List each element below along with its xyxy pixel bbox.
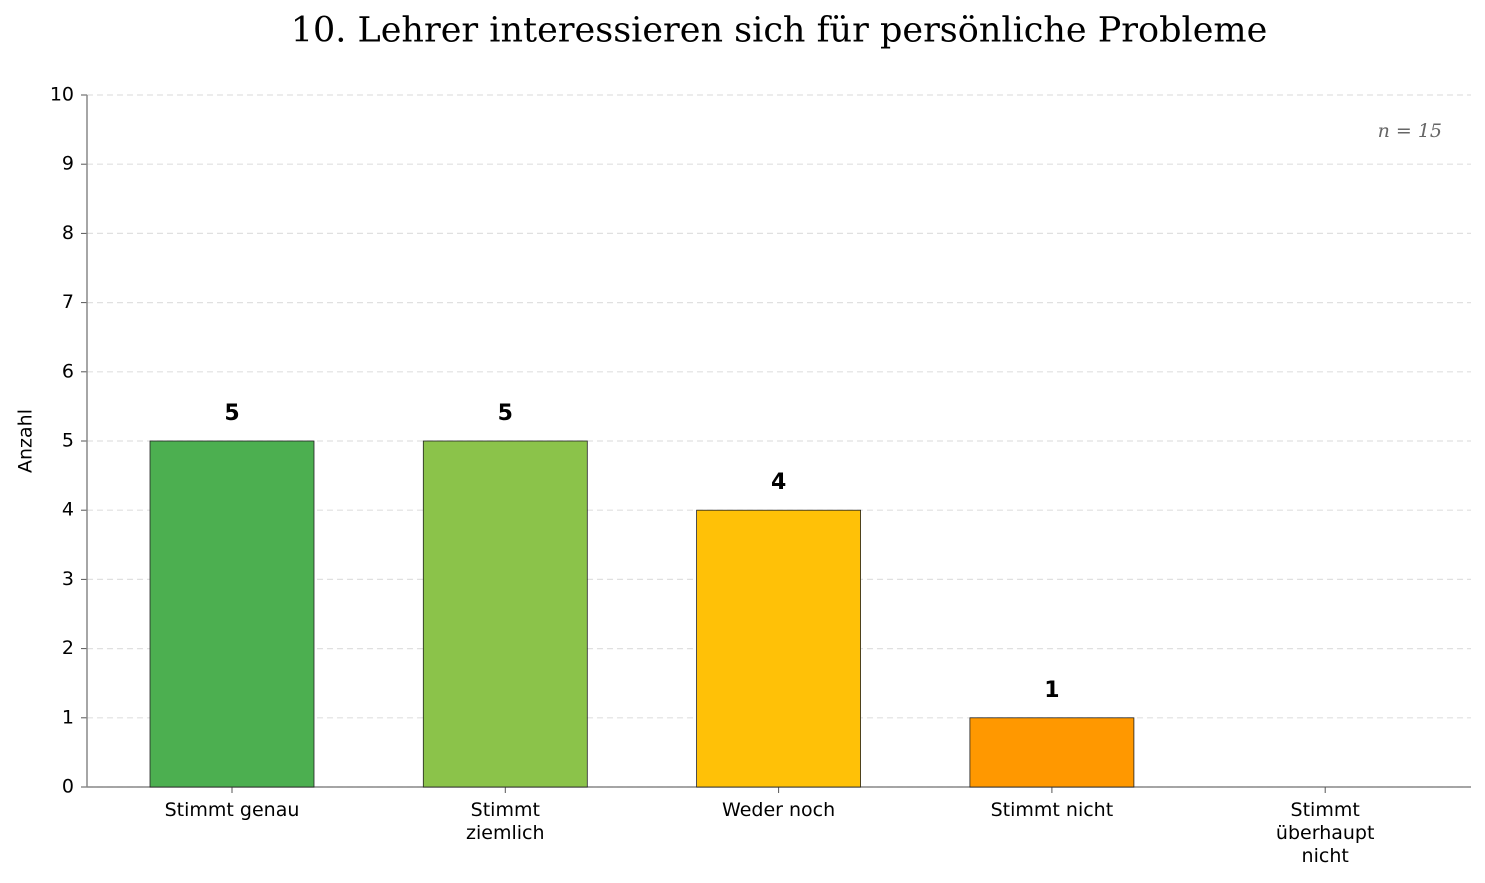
y-tick-label: 0 [62, 776, 74, 798]
annotation: n = 15 [1378, 120, 1442, 142]
x-tick-label: Stimmt überhaupt nicht [1275, 799, 1375, 867]
value-label: 1 [1044, 678, 1059, 703]
value-label: 4 [771, 470, 786, 495]
y-tick-label: 2 [62, 637, 74, 659]
y-tick-label: 3 [62, 568, 74, 590]
y-tick-label: 7 [62, 291, 74, 313]
y-tick-label: 5 [62, 430, 74, 452]
bar [696, 509, 861, 788]
x-tick-label-box: Stimmt überhaupt nicht [1275, 799, 1375, 867]
x-tick-label-box: Weder noch [722, 799, 836, 821]
x-tick-label: Stimmt ziemlich [466, 799, 545, 844]
y-tick-label: 9 [62, 153, 74, 175]
x-tick-label-box: Stimmt nicht [990, 799, 1114, 821]
value-label: 5 [498, 401, 513, 426]
chart-title: 10. Lehrer interessieren sich für persön… [291, 11, 1268, 51]
x-tick-label: Stimmt nicht [990, 799, 1114, 821]
y-tick-label: 10 [50, 84, 74, 106]
x-tick-label: Weder noch [722, 799, 836, 821]
x-tick-label: Stimmt genau [164, 799, 300, 821]
y-tick-label: 8 [62, 222, 74, 244]
bar [422, 440, 588, 788]
y-tick-label: 6 [62, 360, 74, 382]
x-tick-label-box: Stimmt genau [164, 799, 300, 821]
y-tick-label: 1 [62, 706, 74, 728]
y-tick-label: 4 [62, 499, 74, 521]
bar [149, 440, 315, 788]
value-label: 5 [224, 401, 239, 426]
x-tick-label-box: Stimmt ziemlich [466, 799, 545, 844]
bar [969, 717, 1135, 788]
y-axis-label: Anzahl [15, 409, 37, 473]
